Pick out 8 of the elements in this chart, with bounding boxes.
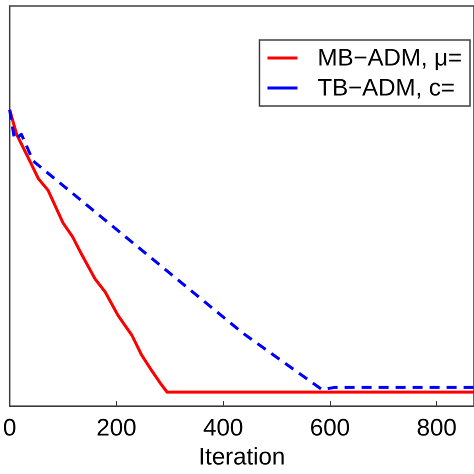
x-tick-label: 400 — [203, 414, 244, 442]
legend-label: MB−ADM, μ= — [317, 44, 462, 72]
x-tick-label: 800 — [416, 414, 457, 442]
legend-label: TB−ADM, c= — [317, 74, 455, 102]
x-tick-label: 200 — [96, 414, 136, 442]
x-tick-label: 0 — [2, 414, 16, 442]
x-axis-title: Iteration — [198, 444, 286, 470]
x-tick-label: 600 — [310, 414, 350, 442]
